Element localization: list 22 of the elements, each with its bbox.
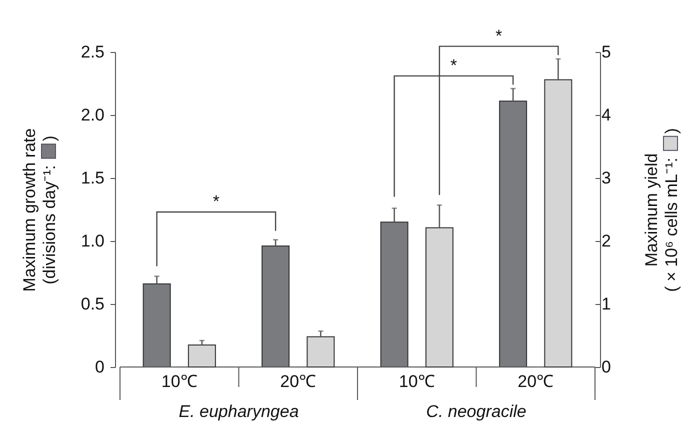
x-tick-label: 10℃ [161,372,198,391]
text: E. eupharyngea [178,402,299,421]
annotation: * [212,192,220,212]
y-tick-label: 1.5 [80,168,104,188]
annotation: * [450,56,458,75]
text: Maximum yield ( × 10⁶ cells mL⁻¹: ) [642,128,681,292]
y2-tick-label: 0 [602,358,611,376]
x-tick-label: 10℃ [398,372,435,391]
y2-tick-label: 5 [602,42,611,62]
y2-tick-label: 4 [602,106,611,124]
y-tick-label: 1.0 [80,232,104,250]
text: * [496,26,502,46]
y-tick-label: 0.5 [80,294,104,314]
y-tick-label: 0 [95,358,104,376]
text: C. neogracile [426,402,526,421]
y-tick-label: 2.5 [80,42,104,62]
y2-tick-label: 1 [602,294,611,314]
y2-tick-label: 3 [602,168,611,188]
x-tick-label: 20℃ [280,372,316,391]
x-tick-label: 20℃ [518,372,554,391]
y2-tick-label: 2 [602,232,611,250]
y-tick-label: 2.0 [80,106,104,124]
